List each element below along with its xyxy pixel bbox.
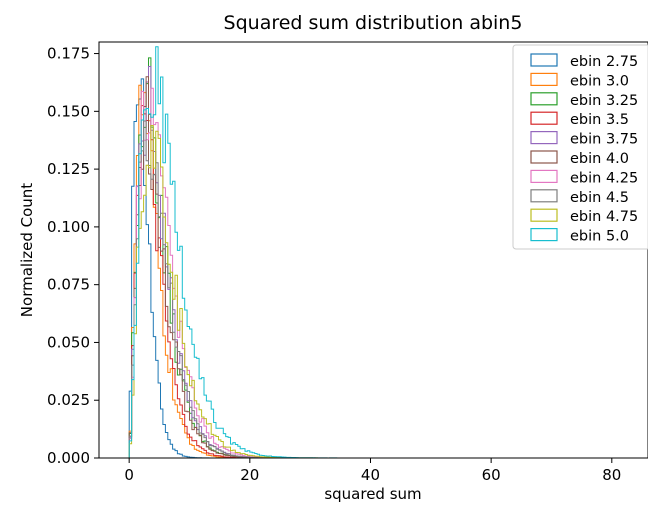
legend-swatch — [530, 208, 558, 222]
legend-label: ebin 3.0 — [570, 73, 629, 89]
legend-swatch — [530, 72, 558, 87]
legend-label: ebin 4.0 — [570, 151, 629, 167]
legend-swatch — [530, 111, 558, 125]
x-tick-label: 0 — [124, 466, 134, 484]
y-tick-label: 0.100 — [47, 218, 90, 236]
y-tick-label: 0.050 — [47, 333, 90, 351]
legend-label: ebin 2.75 — [570, 54, 638, 70]
x-tick-label: 60 — [482, 466, 501, 484]
legend-label: ebin 3.5 — [570, 112, 629, 128]
chart-title: Squared sum distribution abin5 — [224, 12, 523, 34]
x-tick-label: 40 — [361, 466, 380, 484]
y-tick-label: 0.150 — [47, 102, 90, 120]
legend-label: ebin 4.25 — [570, 170, 638, 186]
legend-swatch — [530, 169, 558, 183]
y-tick-label: 0.175 — [47, 45, 90, 63]
y-tick-label: 0.125 — [47, 160, 90, 178]
legend-swatch — [530, 53, 558, 67]
y-tick-label: 0.075 — [47, 276, 90, 294]
legend-swatch — [530, 189, 558, 203]
legend-swatch — [530, 92, 558, 106]
legend-swatch — [530, 228, 558, 242]
legend-label: ebin 3.75 — [570, 132, 638, 148]
legend-swatch — [530, 131, 558, 145]
axes: 0 20 40 60 80 0.000 0.025 0.050 0.075 0.100 0.125 0… — [47, 45, 621, 484]
plot-frame — [98, 41, 648, 459]
legend-swatch — [530, 150, 558, 164]
y-tick-label: 0.025 — [47, 391, 90, 409]
legend-frame — [512, 44, 648, 250]
x-tick-label: 20 — [240, 466, 259, 484]
x-axis-label: squared sum — [324, 485, 421, 503]
legend-label: ebin 4.5 — [570, 190, 629, 206]
legend-label: ebin 3.25 — [570, 93, 638, 109]
legend-label: ebin 5.0 — [570, 229, 629, 245]
y-tick-label: 0.000 — [47, 449, 90, 467]
y-axis-label: Normalized Count — [18, 183, 36, 317]
legend-label: ebin 4.75 — [570, 209, 638, 225]
x-tick-label: 80 — [602, 466, 621, 484]
legend: ebin 2.75 ebin 3.0 ebin 3.25 ebin 3.5 ebin 3… — [512, 44, 648, 250]
